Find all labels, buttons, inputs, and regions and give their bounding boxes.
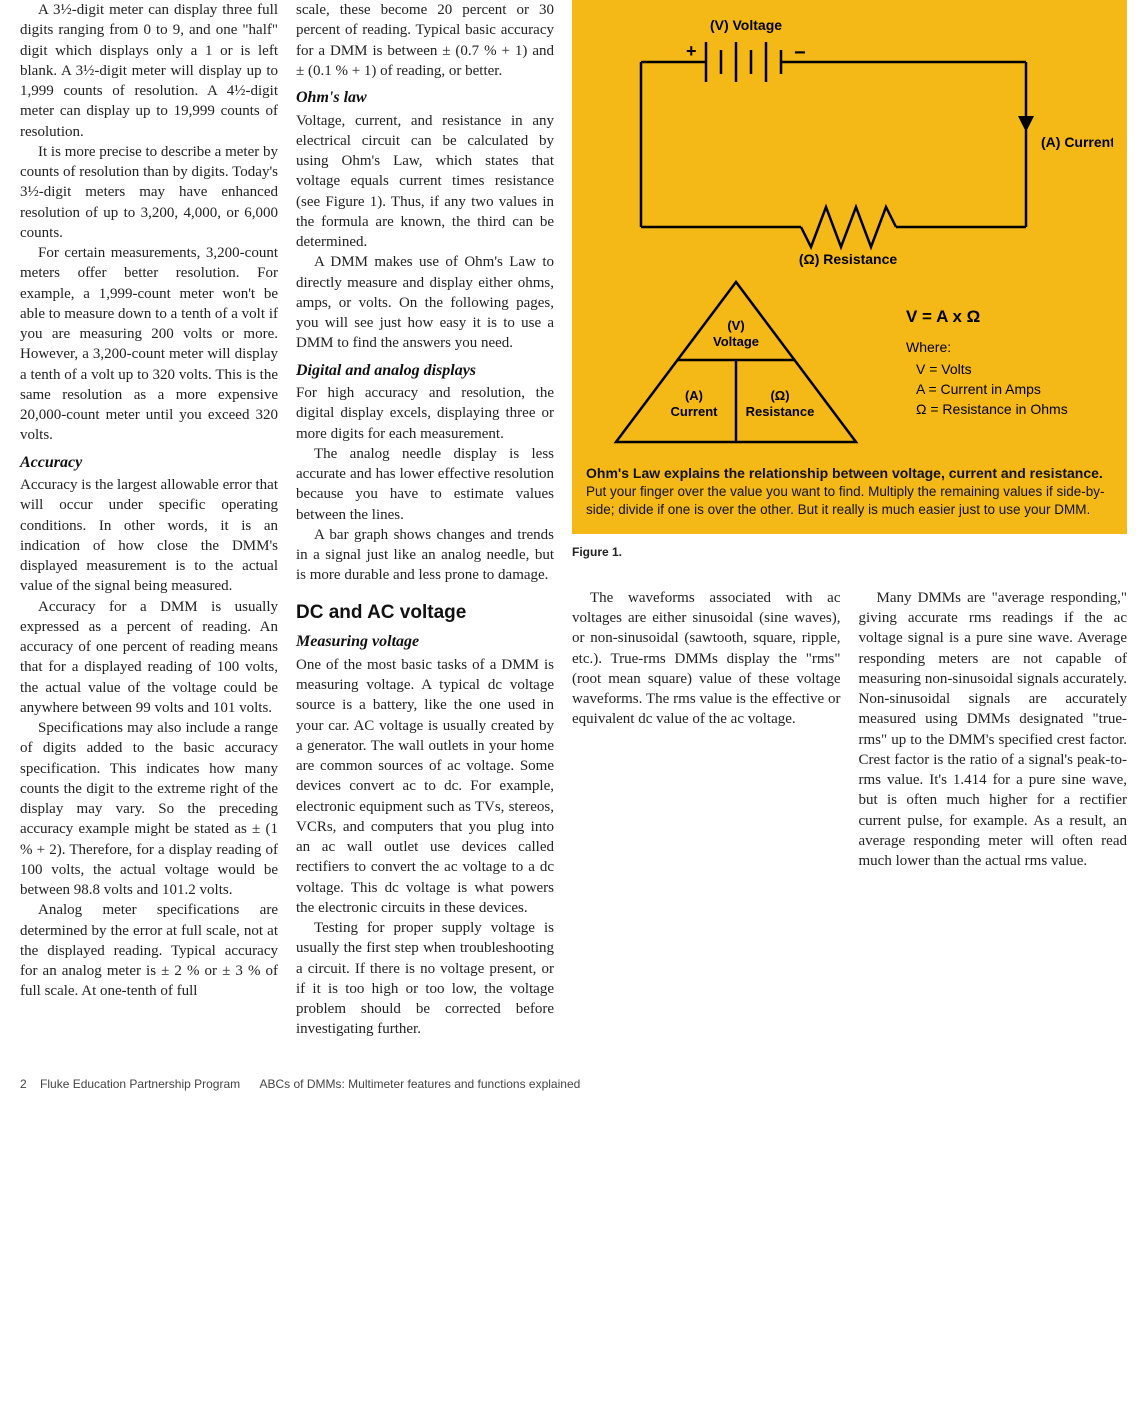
body-text: The waveforms associated with ac voltage… [572, 588, 841, 730]
body-text: Many DMMs are "average responding," givi… [859, 588, 1128, 872]
svg-text:Voltage: Voltage [713, 334, 759, 349]
svg-text:Current: Current [671, 404, 719, 419]
body-text: The analog needle display is less accura… [296, 444, 554, 525]
heading-dc-ac: DC and AC voltage [296, 600, 554, 626]
heading-measuring-voltage: Measuring voltage [296, 631, 554, 653]
circuit-current-label: (A) Current [1041, 134, 1113, 150]
body-text: For high accuracy and resolution, the di… [296, 383, 554, 444]
svg-text:(V): (V) [727, 318, 744, 333]
page-footer: 2 Fluke Education Partnership Program AB… [20, 1076, 1127, 1092]
heading-accuracy: Accuracy [20, 452, 278, 474]
ohms-law-diagram: (V) Voltage + − (A) Current (Ω) Resistan… [586, 12, 1113, 452]
svg-text:(Ω): (Ω) [770, 388, 789, 403]
body-text: scale, these become 20 percent or 30 per… [296, 0, 554, 81]
formula-eq: V = A x Ω [906, 307, 980, 326]
figure-caption: Put your finger over the value you want … [586, 483, 1113, 519]
body-text: A 3½-digit meter can display three full … [20, 0, 278, 142]
column-3: (V) Voltage + − (A) Current (Ω) Resistan… [572, 0, 1127, 1040]
body-text: A DMM makes use of Ohm's Law to directly… [296, 252, 554, 353]
body-text: One of the most basic tasks of a DMM is … [296, 655, 554, 918]
formula-l2: A = Current in Amps [916, 381, 1041, 397]
formula-l1: V = Volts [916, 361, 972, 377]
footer-program: Fluke Education Partnership Program [40, 1077, 240, 1091]
body-text: For certain measurements, 3,200-count me… [20, 243, 278, 446]
minus-label: − [794, 42, 806, 64]
figure-caption-bold: Ohm's Law explains the relationship betw… [586, 464, 1113, 483]
body-text: Specifications may also include a range … [20, 718, 278, 900]
column-3a: The waveforms associated with ac voltage… [572, 588, 841, 872]
plus-label: + [686, 41, 697, 61]
body-text: Analog meter specifications are determin… [20, 900, 278, 1001]
formula-l3: Ω = Resistance in Ohms [916, 401, 1068, 417]
footer-title: ABCs of DMMs: Multimeter features and fu… [259, 1077, 580, 1091]
figure-label: Figure 1. [572, 544, 1127, 560]
heading-displays: Digital and analog displays [296, 360, 554, 382]
body-text: Accuracy for a DMM is usually expressed … [20, 597, 278, 719]
figure-ohms-law: (V) Voltage + − (A) Current (Ω) Resistan… [572, 0, 1127, 534]
body-text: Voltage, current, and resistance in any … [296, 111, 554, 253]
body-text: Accuracy is the largest allowable error … [20, 475, 278, 597]
page-number: 2 [20, 1077, 27, 1091]
svg-text:Resistance: Resistance [746, 404, 815, 419]
circuit-voltage-label: (V) Voltage [710, 17, 782, 33]
svg-text:(A): (A) [685, 388, 703, 403]
formula-where: Where: [906, 339, 951, 355]
column-1: A 3½-digit meter can display three full … [20, 0, 278, 1040]
body-text: It is more precise to describe a meter b… [20, 142, 278, 243]
body-text: A bar graph shows changes and trends in … [296, 525, 554, 586]
body-text: Testing for proper supply voltage is usu… [296, 918, 554, 1040]
circuit-resistance-label: (Ω) Resistance [799, 251, 898, 267]
column-3b: Many DMMs are "average responding," givi… [859, 588, 1128, 872]
column-2: scale, these become 20 percent or 30 per… [296, 0, 554, 1040]
heading-ohms-law: Ohm's law [296, 87, 554, 109]
